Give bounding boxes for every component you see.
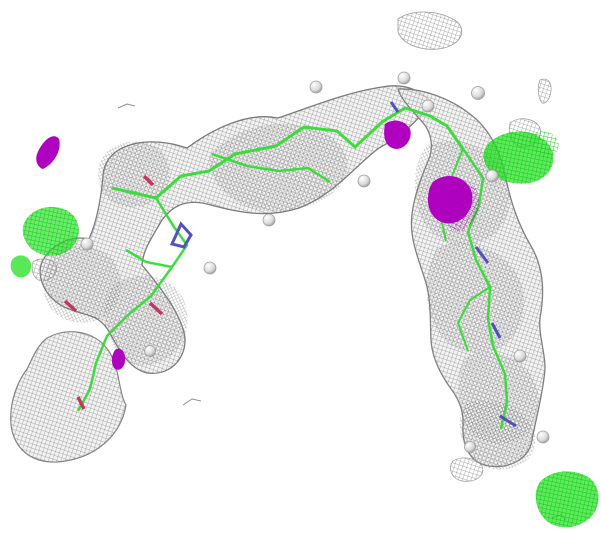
ligand-bond-highlights [63, 101, 517, 430]
ligand-density-mesh-left [39, 85, 432, 374]
negative-density-blobs [36, 120, 480, 370]
positive-density-blobs [10, 131, 599, 528]
hydrogen-spheres [80, 71, 550, 453]
ligand-density-mesh-lower-left [10, 331, 127, 463]
